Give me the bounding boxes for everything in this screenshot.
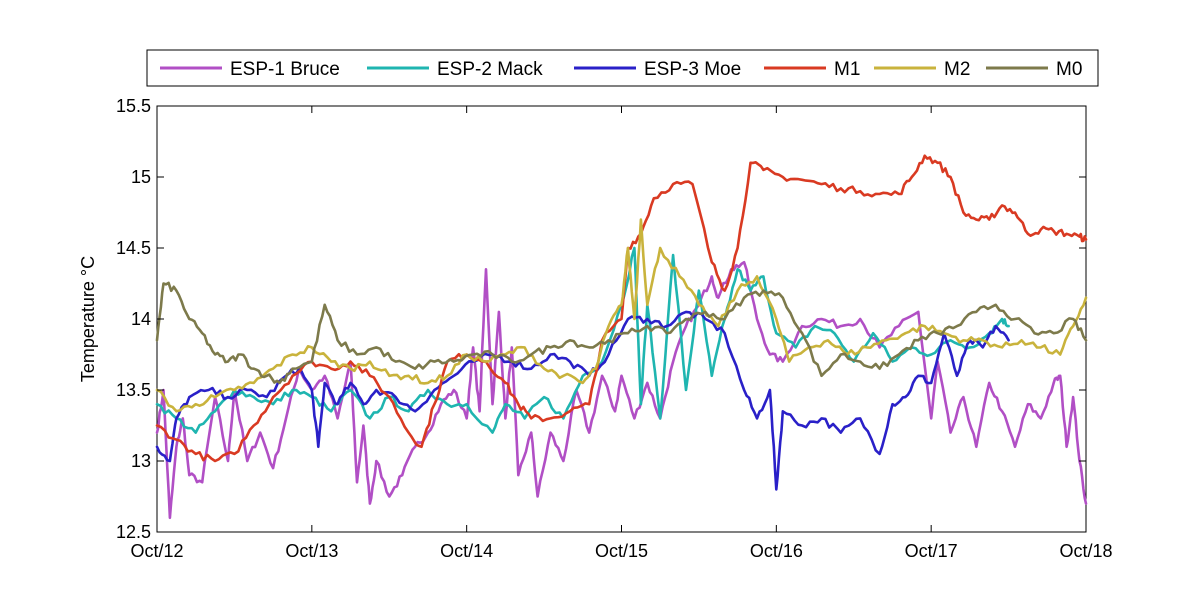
series-line-m0: [155, 281, 1088, 385]
y-tick-label: 14: [131, 309, 151, 329]
x-tick-label: Oct/17: [905, 541, 958, 561]
legend-label-m1: M1: [834, 59, 860, 80]
y-tick-label: 15.5: [116, 96, 151, 116]
x-tick-label: Oct/18: [1059, 541, 1112, 561]
legend-label-esp-2-mack: ESP-2 Mack: [437, 59, 543, 80]
series-line-esp-2-mack: [155, 246, 1010, 434]
legend-label-m0: M0: [1056, 59, 1082, 80]
series-layer: [155, 154, 1088, 520]
x-tick-label: Oct/15: [595, 541, 648, 561]
x-tick-label: Oct/13: [285, 541, 338, 561]
legend: ESP-1 Bruce ESP-2 Mack ESP-3 Moe M1 M2 M0: [146, 49, 1099, 87]
y-tick-label: 13.5: [116, 380, 151, 400]
legend-label-esp-3-moe: ESP-3 Moe: [644, 59, 741, 80]
series-line-esp-1-bruce: [155, 260, 1088, 520]
y-tick-label: 14.5: [116, 238, 151, 258]
axis-ticks: 12.5 13 13.5 14 14.5 15 15.5 Oct/12 Oct/13 Oct/14…: [116, 96, 1113, 561]
y-tick-label: 13: [131, 451, 151, 471]
y-axis-title: Temperature °C: [78, 256, 98, 382]
x-tick-label: Oct/16: [750, 541, 803, 561]
x-tick-label: Oct/12: [130, 541, 183, 561]
series-line-m2: [155, 218, 1088, 413]
legend-label-m2: M2: [944, 59, 970, 80]
x-tick-label: Oct/14: [440, 541, 493, 561]
y-tick-label: 15: [131, 167, 151, 187]
legend-label-esp-1-bruce: ESP-1 Bruce: [230, 59, 340, 80]
y-tick-label: 12.5: [116, 522, 151, 542]
